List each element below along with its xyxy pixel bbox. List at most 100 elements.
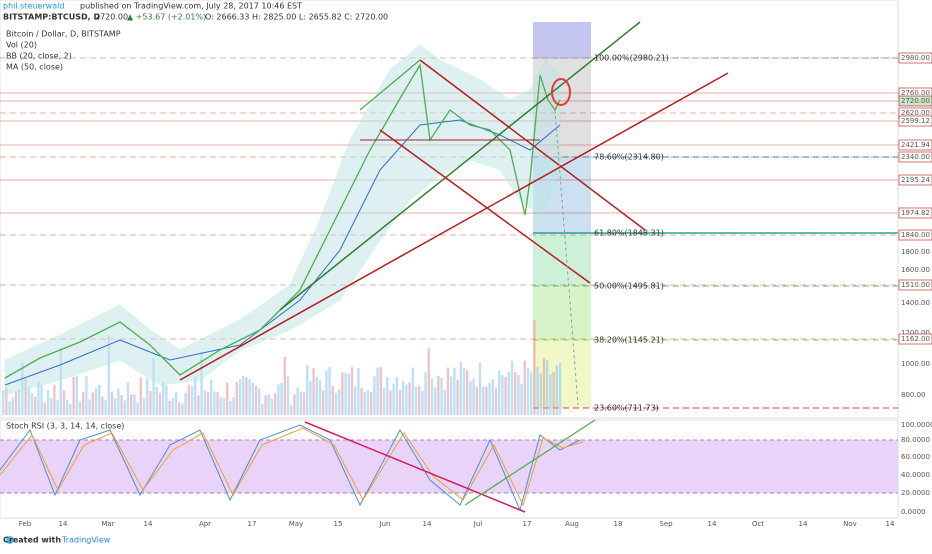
fib-zone (533, 340, 591, 408)
volume-bar (347, 373, 350, 415)
volume-bar (261, 404, 264, 415)
volume-bar (130, 394, 133, 415)
volume-bar (318, 380, 322, 415)
volume-bar (53, 384, 56, 415)
volume-bar (149, 390, 152, 415)
volume-bar (120, 395, 123, 415)
volume-bar (530, 372, 533, 415)
price-axis-label: 2620.00 (901, 109, 930, 117)
volume-bar (539, 373, 542, 415)
volume-bar (174, 391, 178, 415)
trend-line (419, 59, 646, 231)
volume-bar (475, 386, 478, 415)
volume-bar (181, 403, 184, 415)
volume-bar (414, 387, 418, 415)
volume-bar (56, 400, 59, 415)
volume-bar (123, 400, 126, 415)
volume-bar (485, 386, 488, 415)
volume-bar (440, 377, 443, 415)
footer-brand[interactable]: TradingView (61, 536, 111, 545)
stoch-axis-label: 80.0000 (901, 436, 930, 444)
price-axis-label: 2720.00 (901, 97, 930, 105)
time-axis-label: 17 (523, 520, 532, 528)
trend-line (179, 72, 729, 381)
volume-bar (37, 381, 40, 415)
volume-bar (40, 385, 43, 415)
volume-bar (142, 397, 146, 415)
volume-bar (69, 403, 72, 415)
fib-zone (533, 22, 591, 58)
volume-bar (242, 375, 245, 415)
volume-bar (363, 391, 366, 415)
price-tag (898, 229, 932, 241)
volume-bar (366, 390, 370, 415)
fib-label: 50.00%(1495.81) (594, 282, 664, 291)
volume-bar (552, 371, 555, 415)
volume-bar (155, 386, 158, 415)
volume-bar (194, 376, 197, 415)
time-axis-label: 14 (886, 520, 895, 528)
volume-bar (98, 384, 101, 415)
volume-bar (450, 376, 453, 415)
price-axis-label: 1800.00 (901, 248, 930, 256)
volume-bar (165, 385, 168, 415)
time-axis-label: Apr (199, 520, 211, 528)
price-axis-label: 1200.00 (901, 329, 930, 337)
volume-bar (430, 378, 434, 415)
price-axis-label: 1600.00 (901, 266, 930, 274)
volume-bar (354, 386, 357, 415)
time-axis-label: May (289, 520, 303, 528)
volume-bar (309, 381, 312, 415)
volume-bar (133, 394, 136, 415)
price-axis-label: 1510.00 (901, 281, 930, 289)
volume-bar (267, 394, 270, 415)
volume-bar (331, 386, 334, 415)
time-axis-label: 14 (59, 520, 68, 528)
volume-bar (386, 377, 389, 415)
volume-bar (418, 386, 421, 415)
volume-bar (2, 390, 5, 415)
volume-bar (213, 391, 216, 415)
price-axis-label: 1000.00 (901, 360, 930, 368)
volume-bar (34, 396, 37, 415)
volume-bar (82, 391, 85, 415)
trend-line (379, 129, 591, 284)
symbol: BITSTAMP:BTCUSD, D (3, 13, 100, 22)
price-tag (898, 151, 932, 163)
volume-bar (152, 357, 155, 415)
stoch-axis-label: 40.0000 (901, 471, 930, 479)
volume-bar (501, 375, 504, 415)
volume-bar (14, 391, 18, 415)
volume-bar (206, 391, 210, 415)
price-axis-label: 2980.00 (901, 54, 930, 62)
price-tag (898, 52, 932, 64)
volume-bar (85, 376, 88, 415)
trend-line (279, 21, 641, 311)
price-tag (898, 207, 932, 219)
author[interactable]: phil.steuerwald (3, 2, 64, 11)
volume-bar (427, 348, 430, 415)
volume-bar (510, 360, 514, 415)
legend-item: Bitcoin / Dollar, D, BITSTAMP (6, 30, 121, 39)
volume-bar (405, 384, 408, 415)
volume-bar (136, 402, 139, 415)
time-axis-label: Feb (19, 520, 32, 528)
volume-bar (315, 376, 318, 415)
volume-bar (101, 396, 104, 415)
stoch-axis-label: 20.0000 (901, 489, 930, 497)
price-tag (898, 115, 932, 127)
volume-bar (75, 375, 78, 415)
legend-item: Vol (20) (6, 41, 37, 50)
volume-bar (66, 399, 69, 415)
stoch-axis-label: 100.0000 (901, 421, 932, 429)
volume-bar (482, 386, 485, 415)
volume-bar (178, 402, 181, 415)
volume-bar (126, 381, 130, 415)
volume-bar (24, 378, 27, 415)
volume-bar (408, 382, 411, 415)
time-axis-label: 15 (334, 520, 343, 528)
price-axis-label: 1974.82 (901, 209, 930, 217)
time-axis-label: Oct (752, 520, 764, 528)
volume-bar (184, 392, 187, 415)
volume-bar (466, 370, 469, 415)
